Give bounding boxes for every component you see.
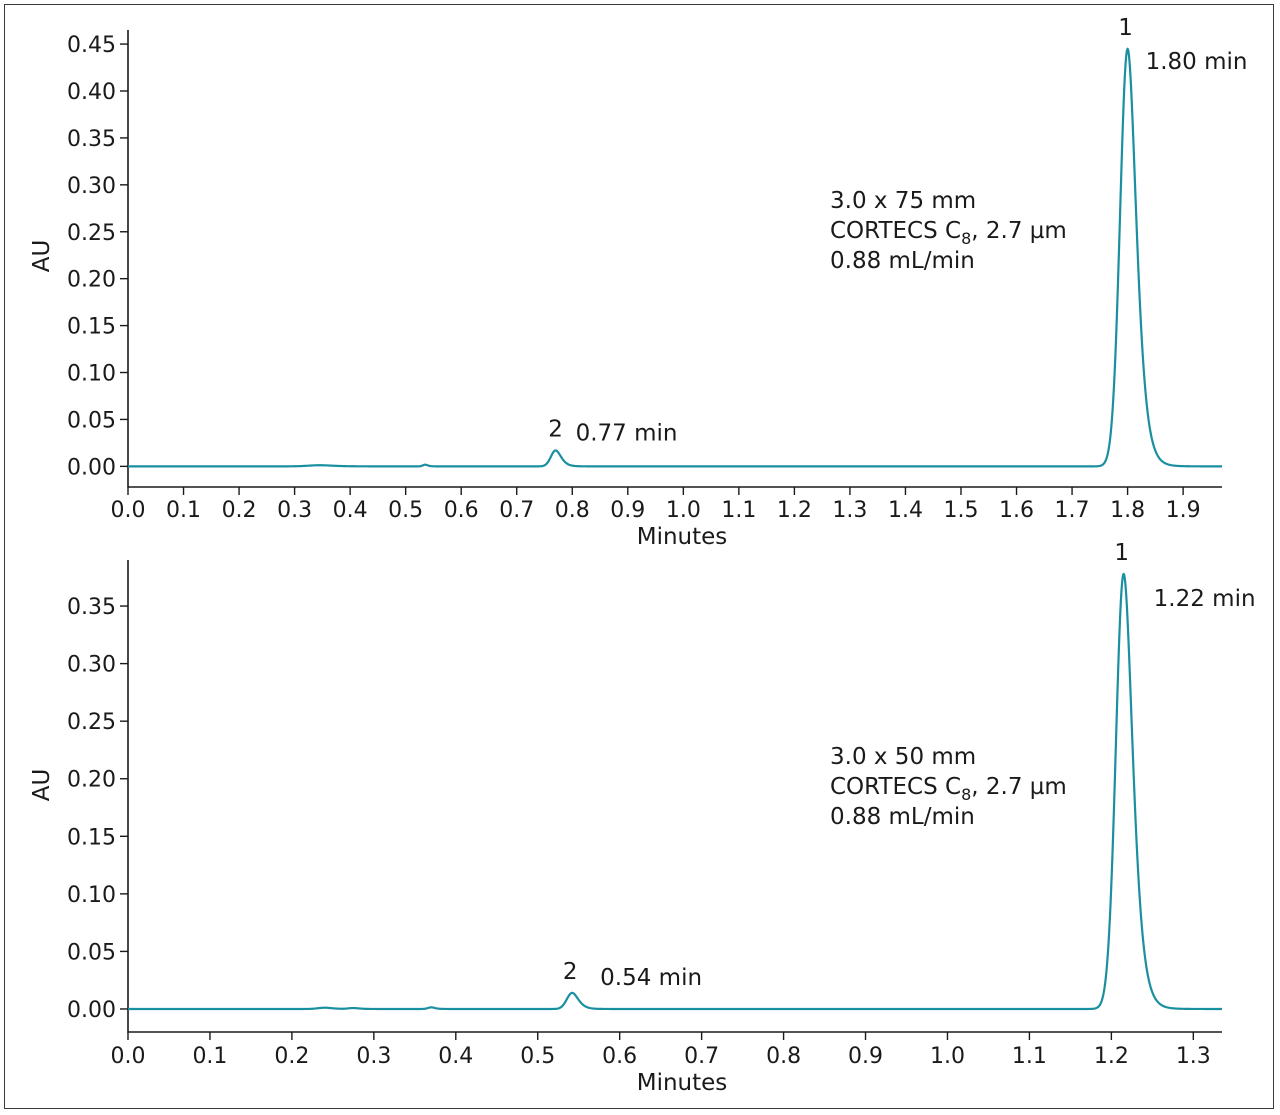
peak-number-label: 1	[1114, 540, 1129, 566]
y-ticks-top: 0.00 0.05 0.10 0.15 0.20 0.25 0.30 0.35 0.40 0.45	[67, 33, 128, 480]
y-tick-label: 0.20	[67, 768, 116, 793]
retention-time-label: 0.77 min	[576, 420, 678, 446]
retention-time-label: 1.80 min	[1146, 49, 1248, 75]
y-tick-label: 0.10	[67, 362, 116, 387]
x-tick-label: 1.9	[1166, 498, 1201, 523]
x-tick-label: 1.2	[1094, 1044, 1129, 1069]
x-tick-label: 1.8	[1110, 498, 1145, 523]
x-tick-label: 1.3	[832, 498, 867, 523]
x-axis-label-bottom: Minutes	[637, 1070, 728, 1096]
x-tick-label: 1.1	[721, 498, 756, 523]
x-tick-label: 0.0	[111, 498, 146, 523]
annotation-line2-subscript: 8	[961, 229, 971, 248]
x-tick-label: 0.9	[848, 1044, 883, 1069]
y-axis-label-top: AU	[29, 240, 55, 273]
x-tick-label: 0.3	[356, 1044, 391, 1069]
x-tick-label: 1.4	[888, 498, 923, 523]
retention-time-label: 0.54 min	[600, 965, 702, 991]
x-tick-label: 0.0	[111, 1044, 146, 1069]
peak-number-label: 2	[563, 959, 578, 985]
peak-number-label: 2	[548, 416, 563, 442]
y-ticks-bottom: 0.00 0.05 0.10 0.15 0.20 0.25 0.30 0.35	[67, 595, 128, 1023]
x-tick-label: 0.7	[499, 498, 534, 523]
x-tick-label: 1.6	[999, 498, 1034, 523]
y-tick-label: 0.10	[67, 883, 116, 908]
annotation-line3: 0.88 mL/min	[830, 248, 975, 274]
x-tick-label: 1.0	[930, 1044, 965, 1069]
x-tick-label: 1.7	[1055, 498, 1090, 523]
x-tick-label: 1.3	[1176, 1044, 1211, 1069]
x-tick-label: 0.8	[766, 1044, 801, 1069]
x-tick-label: 1.5	[943, 498, 978, 523]
y-tick-label: 0.05	[67, 940, 116, 965]
x-tick-label: 0.7	[684, 1044, 719, 1069]
annotation-line1: 3.0 x 75 mm	[830, 188, 976, 214]
retention-time-label: 1.22 min	[1154, 586, 1256, 612]
x-tick-label: 0.8	[555, 498, 590, 523]
annotation-line3: 0.88 mL/min	[830, 804, 975, 830]
x-tick-label: 0.3	[277, 498, 312, 523]
annotation-line2-prefix: CORTECS C	[830, 218, 961, 244]
y-axis-label-bottom: AU	[29, 769, 55, 802]
annotation-line2-suffix: , 2.7 µm	[971, 218, 1067, 244]
x-tick-label: 0.2	[274, 1044, 309, 1069]
chromatogram-trace-bottom	[127, 572, 1223, 1011]
x-tick-label: 0.6	[602, 1044, 637, 1069]
x-tick-label: 0.1	[192, 1044, 227, 1069]
annotation-line2-suffix: , 2.7 µm	[971, 774, 1067, 800]
x-tick-label: 1.1	[1012, 1044, 1047, 1069]
chart-panel-bottom: 0.000.050.100.150.200.250.300.35 0.0 0.1 0…	[29, 540, 1256, 1096]
x-tick-label: 0.4	[333, 498, 368, 523]
annotation-line2-subscript: 8	[961, 785, 971, 804]
x-tick-label: 0.5	[520, 1044, 555, 1069]
x-axis-label-top: Minutes	[637, 524, 728, 550]
x-tick-label: 1.2	[777, 498, 812, 523]
x-tick-label: 1.0	[666, 498, 701, 523]
y-tick-label: 0.25	[67, 710, 116, 735]
x-tick-label: 0.1	[166, 498, 201, 523]
x-tick-label: 0.6	[444, 498, 479, 523]
peak-labels-bottom: 1 1.22 min 2 0.54 min	[563, 540, 1256, 991]
peak-number-label: 1	[1118, 15, 1133, 41]
y-tick-label: 0.00	[67, 998, 116, 1023]
y-tick-label: 0.45	[67, 33, 116, 58]
y-tick-label: 0.40	[67, 80, 116, 105]
y-tick-label: 0.00	[67, 455, 116, 480]
x-tick-label: 0.9	[610, 498, 645, 523]
figure-frame	[4, 4, 1274, 1109]
y-tick-label: 0.15	[67, 825, 116, 850]
axis-lines-top	[127, 30, 1222, 488]
annotation-line2-prefix: CORTECS C	[830, 774, 961, 800]
x-tick-label: 0.5	[388, 498, 423, 523]
x-ticks-bottom: 0.0 0.1 0.2 0.3 0.4 0.5 0.6 0.7 0.8 0.9 1.0 1.1 1.2 1…	[111, 1032, 1211, 1069]
x-ticks-top: 0.0 0.1 0.2 0.3 0.4 0.5 0.6 0.7 0.8 0.9 1.0 1.1 1.2 1…	[111, 487, 1201, 523]
y-tick-label: 0.35	[67, 595, 116, 620]
annotation-line1: 3.0 x 50 mm	[830, 744, 976, 770]
chromatogram-trace-top	[127, 47, 1223, 468]
y-tick-label: 0.25	[67, 221, 116, 246]
y-tick-label: 0.20	[67, 268, 116, 293]
y-tick-label: 0.05	[67, 408, 116, 433]
x-tick-label: 0.2	[222, 498, 257, 523]
column-annotation-top: 3.0 x 75 mm CORTECS C8, 2.7 µm 0.88 mL/m…	[830, 188, 1074, 274]
column-annotation-bottom: 3.0 x 50 mm CORTECS C8, 2.7 µm 0.88 mL/m…	[830, 744, 1074, 830]
y-tick-label: 0.15	[67, 315, 116, 340]
peak-labels-top: 1 1.80 min 2 0.77 min	[548, 15, 1247, 447]
y-tick-label: 0.30	[67, 174, 116, 199]
chart-panel-top: 0.00 0.05 0.10 0.15 0.20 0.25 0.30 0.35 0.40 0.45…	[29, 15, 1248, 550]
y-tick-label: 0.30	[67, 653, 116, 678]
x-tick-label: 0.4	[438, 1044, 473, 1069]
y-tick-label: 0.35	[67, 127, 116, 152]
